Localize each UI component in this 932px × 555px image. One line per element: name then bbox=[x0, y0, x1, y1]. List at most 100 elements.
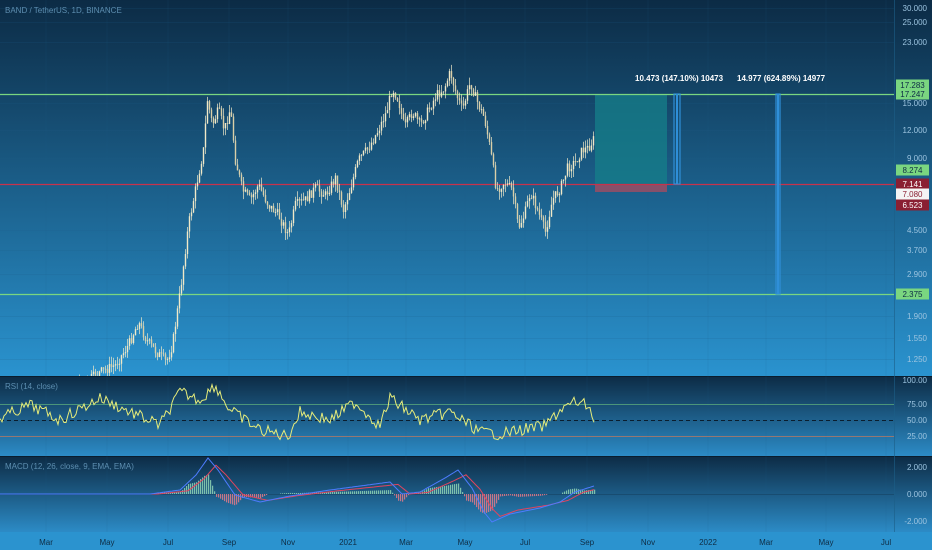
macd-hist-bar bbox=[438, 486, 440, 494]
candle-body bbox=[512, 187, 515, 197]
candle-body bbox=[312, 187, 315, 198]
macd-hist-bar bbox=[204, 475, 206, 494]
candle-body bbox=[136, 328, 139, 330]
candle-body bbox=[276, 209, 279, 212]
macd-hist-bar bbox=[262, 494, 264, 498]
macd-hist-bar bbox=[570, 489, 572, 494]
macd-hist-bar bbox=[176, 492, 178, 494]
candle-body bbox=[266, 201, 269, 206]
candle-body bbox=[534, 195, 537, 209]
measure-bar-2[interactable] bbox=[775, 93, 781, 295]
macd-hist-bar bbox=[540, 494, 542, 496]
candle-body bbox=[220, 108, 223, 116]
candle-body bbox=[438, 90, 441, 97]
macd-hist-bar bbox=[568, 489, 570, 494]
candle-body bbox=[212, 118, 215, 124]
macd-hist-bar bbox=[388, 490, 390, 494]
price-axis[interactable]: 30.000 25.000 23.000 15.000 12.000 9.000 4.500… bbox=[903, 4, 928, 364]
macd-hist-bar bbox=[242, 494, 244, 499]
macd-hist-bar bbox=[196, 482, 198, 494]
macd-hist-bar bbox=[458, 483, 460, 494]
measure-bar-1[interactable] bbox=[673, 93, 681, 185]
macd-hist-bar bbox=[360, 491, 362, 494]
price-label-text: 6.523 bbox=[902, 201, 923, 210]
candle-body bbox=[308, 190, 311, 202]
price-label-box bbox=[896, 164, 929, 176]
candle-body bbox=[286, 232, 289, 234]
macd-hist-bar bbox=[590, 489, 592, 494]
candle-body bbox=[200, 163, 203, 174]
macd-hist-bar bbox=[280, 493, 282, 494]
macd-hist-bar bbox=[188, 484, 190, 494]
macd-hist-bar bbox=[496, 494, 498, 504]
candle-body bbox=[584, 147, 587, 153]
candle-body bbox=[110, 364, 113, 367]
measure-label-1: 10.473 (147.10%) 10473 bbox=[635, 74, 724, 83]
candle-body bbox=[504, 184, 507, 186]
candle-body bbox=[152, 343, 155, 347]
candle-body bbox=[502, 184, 505, 190]
candle-body bbox=[402, 113, 405, 120]
candle-body bbox=[468, 85, 471, 90]
macd-hist-bar bbox=[592, 489, 594, 494]
macd-hist-bar bbox=[292, 492, 294, 494]
candle-body bbox=[492, 154, 495, 166]
candle-body bbox=[410, 114, 413, 119]
macd-hist-bar bbox=[266, 494, 268, 496]
candle-body bbox=[494, 165, 497, 188]
candle-body bbox=[198, 173, 201, 183]
time-tick-label: Jul bbox=[881, 538, 891, 547]
macd-hist-bar bbox=[170, 492, 172, 494]
candle-body bbox=[472, 89, 475, 96]
time-tick-label: Nov bbox=[641, 538, 655, 547]
macd-hist-bar bbox=[158, 492, 160, 494]
macd-pane bbox=[0, 457, 596, 523]
macd-hist-bar bbox=[456, 483, 458, 494]
candle-body bbox=[156, 353, 159, 358]
candle-body bbox=[466, 89, 469, 101]
candle-body bbox=[550, 204, 553, 217]
candle-body bbox=[336, 175, 339, 191]
macd-hist-bar bbox=[382, 490, 384, 494]
macd-hist-bar bbox=[210, 480, 212, 494]
candle-body bbox=[366, 147, 369, 150]
macd-hist-bar bbox=[334, 491, 336, 494]
macd-hist-bar bbox=[228, 494, 230, 504]
candle-body bbox=[516, 204, 519, 220]
candle-body bbox=[554, 191, 557, 199]
candles bbox=[73, 64, 595, 376]
candle-body bbox=[572, 161, 575, 170]
macd-hist-bar bbox=[212, 485, 214, 494]
macd-hist-bar bbox=[344, 491, 346, 494]
candle-body bbox=[160, 352, 163, 354]
price-label-text: 2.375 bbox=[902, 290, 923, 299]
macd-hist-bar bbox=[186, 486, 188, 494]
time-tick-label: Jul bbox=[520, 538, 530, 547]
candle-body bbox=[532, 195, 535, 199]
candle-body bbox=[408, 114, 411, 118]
macd-hist-bar bbox=[502, 494, 504, 497]
price-label-box bbox=[896, 199, 929, 211]
time-axis[interactable]: Mar May Jul Sep Nov 2021 Mar May Jul Sep Nov 2022 Ma… bbox=[39, 538, 891, 547]
macd-hist-bar bbox=[260, 494, 262, 499]
macd-hist-bar bbox=[518, 494, 520, 497]
macd-hist-bar bbox=[512, 494, 514, 496]
candle-body bbox=[520, 222, 523, 228]
candle-body bbox=[470, 85, 473, 90]
candle-body bbox=[146, 340, 149, 342]
candle-body bbox=[380, 121, 383, 131]
macd-hist-bar bbox=[536, 494, 538, 497]
price-label-box bbox=[896, 188, 929, 200]
candle-body bbox=[254, 192, 257, 194]
macd-hist-bar bbox=[354, 491, 356, 494]
candle-body bbox=[382, 121, 385, 123]
candle-body bbox=[590, 145, 593, 151]
macd-hist-bar bbox=[514, 494, 516, 497]
macd-hist-bar bbox=[572, 488, 574, 494]
candle-body bbox=[174, 326, 177, 334]
time-tick-label: May bbox=[99, 538, 114, 547]
macd-hist-bar bbox=[284, 493, 286, 494]
candle-body bbox=[142, 326, 145, 338]
long-position-tool[interactable] bbox=[595, 95, 667, 192]
